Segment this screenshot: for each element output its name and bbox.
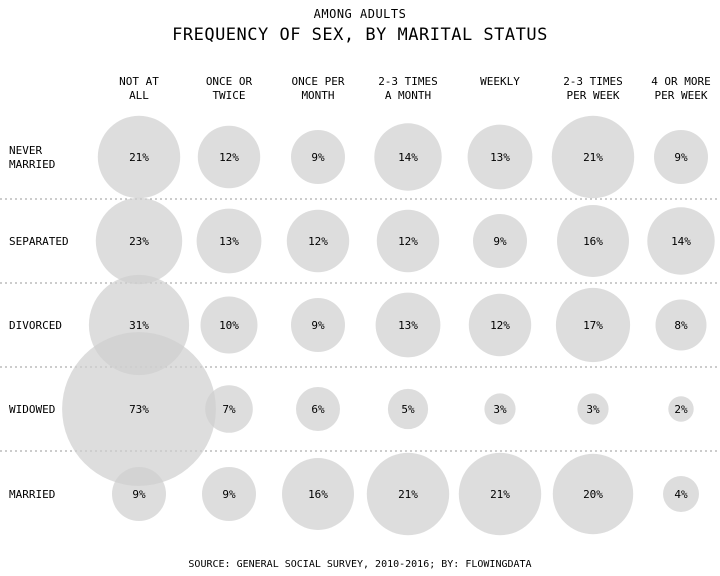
value-label: 13% (219, 235, 239, 248)
column-header: ONCE PER (292, 75, 345, 88)
value-label: 13% (490, 151, 510, 164)
bubble (376, 209, 440, 273)
value-label: 12% (398, 235, 418, 248)
bubble (647, 207, 715, 275)
value-label: 10% (219, 319, 239, 332)
bubble (97, 115, 181, 199)
row-header: SEPARATED (9, 235, 69, 248)
row-header: MARRIED (9, 488, 55, 501)
column-header: 4 OR MORE (651, 75, 711, 88)
row-header: MARRIED (9, 158, 55, 171)
value-label: 9% (674, 151, 688, 164)
bubble (458, 452, 542, 536)
value-label: 7% (222, 403, 236, 416)
row-header: WIDOWED (9, 403, 55, 416)
value-label: 9% (132, 488, 146, 501)
value-label: 31% (129, 319, 149, 332)
bubble (387, 388, 429, 430)
row-headers: NEVERMARRIEDSEPARATEDDIVORCEDWIDOWEDMARR… (9, 144, 69, 501)
column-header: PER WEEK (567, 89, 620, 102)
bubble (296, 387, 340, 431)
bubble (468, 293, 532, 357)
value-label: 5% (401, 403, 415, 416)
bubble (467, 124, 533, 190)
row-header: DIVORCED (9, 319, 62, 332)
bubble (668, 396, 694, 422)
value-label: 9% (311, 319, 325, 332)
bubbles (62, 115, 715, 536)
value-label: 23% (129, 235, 149, 248)
bubble (200, 296, 258, 354)
value-label: 12% (490, 319, 510, 332)
value-label: 21% (583, 151, 603, 164)
value-label: 9% (493, 235, 507, 248)
value-label: 13% (398, 319, 418, 332)
bubble (473, 214, 527, 268)
value-label: 21% (490, 488, 510, 501)
column-header: MONTH (301, 89, 334, 102)
value-label: 9% (311, 151, 325, 164)
bubble (205, 385, 253, 433)
bubble (282, 458, 354, 530)
column-header: WEEKLY (480, 75, 520, 88)
column-header: ONCE OR (206, 75, 253, 88)
bubble (196, 208, 262, 274)
column-header: TWICE (212, 89, 245, 102)
bubble (202, 467, 256, 521)
column-header: PER WEEK (655, 89, 708, 102)
value-label: 8% (674, 319, 688, 332)
bubble (375, 292, 441, 358)
column-header: A MONTH (385, 89, 431, 102)
source-note: SOURCE: GENERAL SOCIAL SURVEY, 2010-2016… (188, 559, 531, 570)
chart-title: FREQUENCY OF SEX, BY MARITAL STATUS (172, 25, 548, 45)
value-label: 16% (308, 488, 328, 501)
bubble (374, 123, 442, 191)
value-label: 6% (311, 403, 325, 416)
bubble (551, 115, 635, 199)
bubble (112, 467, 166, 521)
bubble (95, 197, 183, 285)
bubble (552, 453, 634, 535)
value-label: 20% (583, 488, 603, 501)
bubble (654, 130, 708, 184)
value-label: 17% (583, 319, 603, 332)
value-label: 14% (398, 151, 418, 164)
bubble (291, 298, 345, 352)
value-label: 3% (493, 403, 507, 416)
value-labels: 21% 12% 9% 14% 13% 21% 9% 23% 13% 12% 12% 9% 16% 14% 3… (129, 151, 691, 501)
value-label: 16% (583, 235, 603, 248)
value-label: 2% (674, 403, 688, 416)
column-header: 2-3 TIMES (563, 75, 623, 88)
bubble (577, 393, 609, 425)
value-label: 9% (222, 488, 236, 501)
chart-subtitle: AMONG ADULTS (314, 7, 407, 21)
value-label: 12% (308, 235, 328, 248)
value-label: 73% (129, 403, 149, 416)
column-header: NOT AT (119, 75, 159, 88)
row-header: NEVER (9, 144, 42, 157)
bubble (291, 130, 345, 184)
value-label: 21% (129, 151, 149, 164)
bubble (655, 299, 707, 351)
bubble (62, 332, 216, 486)
bubble (484, 393, 516, 425)
bubble (286, 209, 350, 273)
bubble (557, 205, 629, 277)
column-header: ALL (129, 89, 149, 102)
bubble (663, 476, 699, 512)
column-header: 2-3 TIMES (378, 75, 438, 88)
value-label: 14% (671, 235, 691, 248)
value-label: 21% (398, 488, 418, 501)
value-label: 4% (674, 488, 688, 501)
bubble (555, 287, 631, 363)
bubble (366, 452, 450, 536)
value-label: 3% (586, 403, 600, 416)
value-label: 12% (219, 151, 239, 164)
bubble (197, 125, 261, 189)
